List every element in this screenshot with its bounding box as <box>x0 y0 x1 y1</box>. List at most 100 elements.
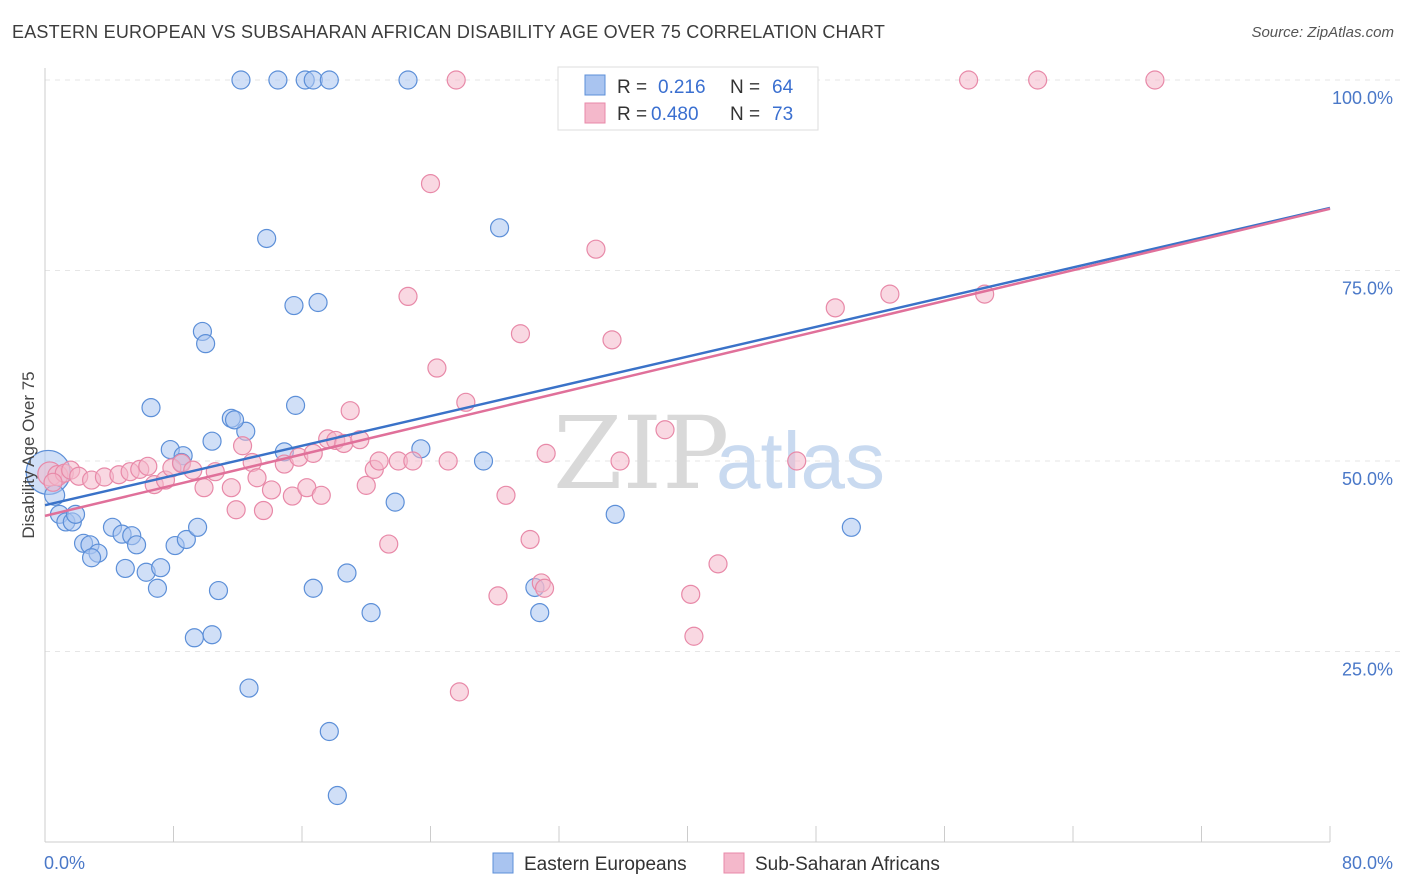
point-subsaharan-africans-47 <box>449 682 470 702</box>
point-subsaharan-africans-24 <box>261 480 282 500</box>
point-eastern-europeans-22 <box>187 517 208 537</box>
point-subsaharan-africans-20 <box>232 436 253 456</box>
point-subsaharan-africans-63 <box>787 451 807 471</box>
point-eastern-europeans-41 <box>319 721 339 742</box>
point-subsaharan-africans-62 <box>708 554 728 574</box>
legend-r-label-1: R = <box>617 77 647 98</box>
point-eastern-europeans-35 <box>284 295 304 316</box>
point-subsaharan-africans-26 <box>282 486 302 506</box>
y-axis-label: Disability Age Over 75 <box>19 371 38 538</box>
x-tick-label-max: 80.0% <box>1342 853 1393 873</box>
point-eastern-europeans-57 <box>398 70 418 90</box>
point-subsaharan-africans-36 <box>356 475 376 495</box>
point-eastern-europeans-39 <box>303 578 323 598</box>
point-eastern-europeans-50 <box>605 504 625 524</box>
stats-legend: R = 0.216 N = 64 R = 0.480 N = 73 <box>557 66 819 131</box>
point-subsaharan-africans-19 <box>226 500 246 520</box>
point-subsaharan-africans-41 <box>398 286 418 307</box>
point-subsaharan-africans-22 <box>247 468 267 488</box>
legend-n-label-1: N = <box>730 77 760 98</box>
point-eastern-europeans-9 <box>81 548 102 568</box>
point-subsaharan-africans-39 <box>379 534 399 554</box>
point-subsaharan-africans-56 <box>586 239 606 259</box>
y-tick-label-0: 100.0% <box>1332 88 1393 108</box>
x-tick-label-min: 0.0% <box>44 853 85 873</box>
point-subsaharan-africans-50 <box>510 324 531 344</box>
point-eastern-europeans-28 <box>196 334 216 354</box>
legend-r-label-2: R = <box>617 104 647 125</box>
point-eastern-europeans-49 <box>530 603 550 623</box>
point-subsaharan-africans-58 <box>610 451 630 471</box>
point-subsaharan-africans-72 <box>43 472 63 492</box>
point-subsaharan-africans-68 <box>958 70 979 90</box>
point-subsaharan-africans-38 <box>369 451 389 471</box>
point-eastern-europeans-36 <box>308 292 328 313</box>
y-tick-label-3: 25.0% <box>1342 660 1393 680</box>
point-eastern-europeans-29 <box>202 431 222 451</box>
legend-swatch-blue <box>584 74 606 96</box>
point-eastern-europeans-52 <box>231 70 251 90</box>
point-eastern-europeans-46 <box>473 451 494 471</box>
point-eastern-europeans-53 <box>268 70 288 90</box>
bottom-legend-label-1: Eastern Europeans <box>524 854 687 875</box>
bottom-legend-label-2: Sub-Saharan Africans <box>755 854 940 875</box>
point-eastern-europeans-16 <box>151 558 171 578</box>
point-subsaharan-africans-53 <box>534 578 555 598</box>
point-eastern-europeans-40 <box>337 563 357 583</box>
point-eastern-europeans-25 <box>208 580 229 601</box>
point-eastern-europeans-32 <box>224 410 245 430</box>
point-subsaharan-africans-30 <box>311 485 331 505</box>
point-subsaharan-africans-10 <box>138 456 158 476</box>
y-tick-label-2: 50.0% <box>1342 469 1393 489</box>
point-eastern-europeans-55 <box>303 70 323 90</box>
point-subsaharan-africans-34 <box>340 401 360 421</box>
point-subsaharan-africans-54 <box>536 443 556 463</box>
point-subsaharan-africans-42 <box>403 451 423 471</box>
point-eastern-europeans-37 <box>285 395 306 415</box>
point-subsaharan-africans-61 <box>684 626 704 646</box>
trend-line-subsaharan-africans <box>44 207 1331 518</box>
point-eastern-europeans-21 <box>176 529 196 550</box>
point-subsaharan-africans-67 <box>446 70 466 90</box>
legend-r-value-1: 0.216 <box>658 77 706 98</box>
point-subsaharan-africans-44 <box>427 358 447 378</box>
point-eastern-europeans-13 <box>126 535 147 555</box>
y-tick-labels: 100.0% 75.0% 50.0% 25.0% <box>1332 88 1393 680</box>
point-eastern-europeans-34 <box>257 228 277 249</box>
trend-lines <box>44 206 1331 518</box>
point-subsaharan-africans-70 <box>1145 70 1165 90</box>
point-subsaharan-africans-49 <box>496 485 516 505</box>
point-eastern-europeans-24 <box>202 625 222 645</box>
point-subsaharan-africans-59 <box>655 420 675 440</box>
point-subsaharan-africans-16 <box>194 478 214 498</box>
point-subsaharan-africans-65 <box>880 284 900 304</box>
point-subsaharan-africans-45 <box>438 451 458 471</box>
point-eastern-europeans-17 <box>147 578 168 598</box>
point-eastern-europeans-23 <box>184 628 204 648</box>
point-subsaharan-africans-23 <box>253 500 274 521</box>
series-subsaharan-africans-points <box>37 70 1165 702</box>
legend-n-label-2: N = <box>730 104 760 125</box>
trend-line-eastern-europeans <box>44 206 1331 507</box>
point-subsaharan-africans-60 <box>681 584 701 604</box>
point-eastern-europeans-43 <box>361 603 381 623</box>
point-eastern-europeans-56 <box>319 70 339 90</box>
point-eastern-europeans-33 <box>239 678 259 698</box>
legend-swatch-pink <box>584 102 606 124</box>
point-eastern-europeans-42 <box>327 785 347 806</box>
bottom-legend-swatch-blue <box>492 852 514 874</box>
point-eastern-europeans-51 <box>841 517 861 537</box>
legend-n-value-1: 64 <box>772 77 794 98</box>
point-subsaharan-africans-51 <box>520 529 540 550</box>
point-subsaharan-africans-64 <box>825 298 845 318</box>
watermark-zip: ZIP <box>553 395 729 512</box>
bottom-legend-swatch-pink <box>723 852 745 874</box>
point-eastern-europeans-44 <box>385 492 405 512</box>
point-subsaharan-africans-43 <box>420 174 441 194</box>
point-subsaharan-africans-69 <box>1028 70 1048 90</box>
y-tick-label-1: 75.0% <box>1342 279 1393 299</box>
series-legend: Eastern Europeans Sub-Saharan Africans <box>492 852 940 875</box>
chart-source: Source: ZipAtlas.com <box>1251 24 1394 41</box>
chart-title: EASTERN EUROPEAN VS SUBSAHARAN AFRICAN D… <box>12 22 886 42</box>
